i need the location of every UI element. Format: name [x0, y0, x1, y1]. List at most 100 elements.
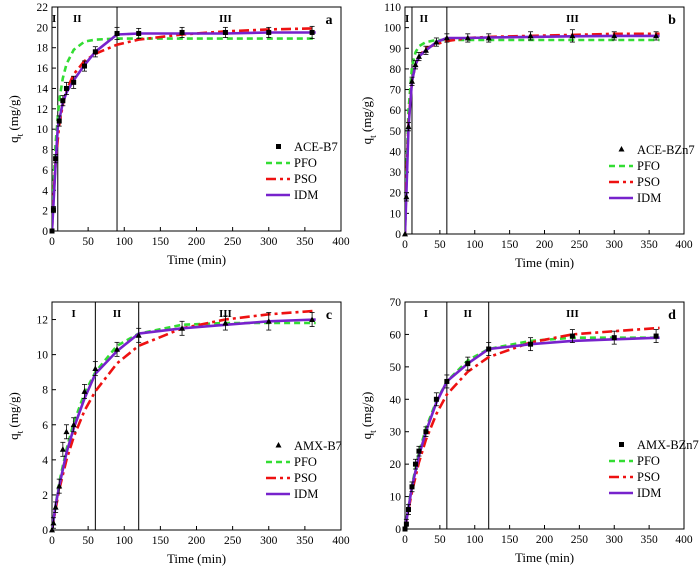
- data-point: [92, 365, 99, 372]
- y-tick-label: 20: [37, 22, 49, 34]
- panel-b: 0 50 100 150 200 250 300 350 400 0 10 20 30 40 50 60 70 8…: [359, 2, 695, 270]
- legend-label-pso: PSO: [637, 470, 660, 484]
- legend-label-idm: IDM: [294, 188, 318, 202]
- panel-letter: a: [326, 13, 333, 28]
- y-tick-label: 18: [37, 43, 49, 55]
- y-tick-label: 2: [42, 206, 48, 218]
- y-tick-label: 10: [37, 124, 49, 136]
- y-axis-title-unit: (mg/g): [359, 392, 374, 431]
- y-tick-label: 50: [390, 126, 402, 138]
- y-tick-label: 4: [42, 455, 48, 467]
- x-tick-label: 50: [82, 535, 94, 547]
- y-tick-label: 10: [390, 492, 402, 504]
- x-tick-label: 200: [188, 236, 206, 248]
- x-tick-label: 250: [224, 236, 242, 248]
- stage-label: II: [113, 308, 122, 320]
- data-point: [63, 428, 70, 435]
- data-point: [415, 53, 422, 59]
- data-point: [402, 230, 408, 237]
- y-tick-label: 6: [42, 165, 48, 177]
- data-point: [70, 421, 77, 428]
- data-point: [59, 446, 66, 452]
- y-tick-label: 10: [390, 208, 402, 220]
- y-tick-label: 40: [390, 394, 402, 406]
- legend-label-data: AMX-B7: [294, 439, 342, 453]
- legend: ACE-B7 PFO PSO IDM: [266, 140, 338, 202]
- y-tick-label: 70: [390, 297, 402, 309]
- series-line-pfo: [52, 37, 316, 231]
- data-point: [265, 318, 272, 324]
- panel-letter: b: [668, 13, 676, 28]
- y-tick-label: 80: [390, 64, 402, 76]
- legend-label-data: ACE-BZn7: [637, 143, 695, 157]
- data-point: [444, 378, 450, 384]
- data-point: [485, 34, 492, 41]
- legend-label-idm: IDM: [294, 487, 318, 501]
- data-point: [569, 333, 575, 339]
- legend-marker-data: [276, 144, 281, 149]
- series-line-idm: [52, 318, 316, 530]
- y-axis-title-q: q: [359, 137, 374, 144]
- x-tick-label: 400: [675, 239, 693, 251]
- x-tick-label: 250: [571, 239, 589, 251]
- x-tick-label: 150: [501, 239, 519, 251]
- stage-label: II: [73, 13, 82, 25]
- y-axis-title-q: q: [359, 432, 374, 439]
- data-point: [53, 156, 59, 162]
- data-point: [309, 29, 315, 35]
- x-tick-label: 50: [434, 534, 446, 546]
- y-tick-label: 6: [42, 420, 48, 432]
- data-point: [486, 346, 492, 352]
- data-point: [443, 34, 450, 41]
- y-tick-label: 4: [42, 185, 48, 197]
- data-point: [403, 521, 409, 527]
- data-point: [56, 482, 63, 489]
- y-tick-label: 0: [395, 524, 401, 536]
- series-line-idm: [405, 34, 660, 234]
- panel-a: 0 50 100 150 200 250 300 350 400 0 2 4 6 8 10 12 14 16 18 2…: [6, 2, 350, 267]
- y-axis-title-sub: t: [15, 430, 25, 433]
- stage-label: II: [463, 308, 472, 320]
- y-tick-label: 70: [390, 85, 402, 97]
- data-point: [114, 30, 120, 36]
- data-point: [92, 49, 98, 55]
- data-point: [412, 461, 418, 467]
- x-tick-label: 250: [571, 534, 589, 546]
- stage-label: I: [72, 308, 76, 320]
- y-tick-label: 90: [390, 43, 402, 55]
- x-tick-label: 300: [260, 236, 278, 248]
- data-point: [71, 79, 77, 85]
- y-tick-label: 50: [390, 362, 402, 374]
- data-point: [653, 32, 660, 39]
- data-point: [433, 396, 439, 402]
- data-point: [611, 335, 617, 341]
- y-tick-label: 20: [390, 459, 402, 471]
- data-point: [81, 388, 88, 394]
- legend-label-idm: IDM: [637, 191, 661, 205]
- y-tick-label: 60: [390, 105, 402, 117]
- data-point: [409, 484, 415, 490]
- data-point: [465, 361, 471, 367]
- y-tick-label: 0: [42, 525, 48, 537]
- y-axis-title: qt (mg/g): [6, 392, 25, 440]
- x-tick-label: 100: [466, 239, 484, 251]
- legend-label-idm: IDM: [637, 486, 661, 500]
- stage-label: III: [566, 308, 579, 320]
- stage-label: III: [219, 308, 232, 320]
- x-tick-label: 250: [224, 535, 242, 547]
- x-tick-label: 300: [606, 534, 624, 546]
- data-point: [49, 526, 55, 533]
- data-point: [412, 61, 419, 68]
- x-tick-label: 100: [116, 535, 134, 547]
- series-line-idm: [52, 31, 316, 231]
- data-point: [611, 32, 618, 39]
- data-point: [528, 341, 534, 347]
- x-tick-label: 150: [152, 236, 170, 248]
- legend-label-pfo: PFO: [637, 159, 660, 173]
- legend-label-pso: PSO: [294, 172, 317, 186]
- y-tick-label: 30: [390, 167, 402, 179]
- y-axis-title-unit: (mg/g): [6, 95, 21, 134]
- stage-label: I: [424, 308, 428, 320]
- data-point: [222, 319, 229, 326]
